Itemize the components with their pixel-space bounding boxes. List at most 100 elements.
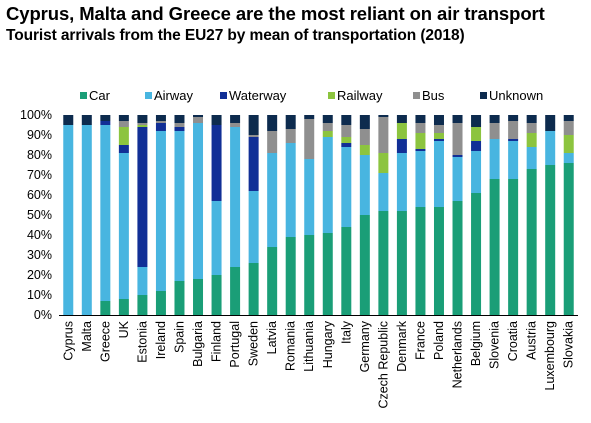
bar-segment-car (471, 193, 482, 315)
bar-segment-airway (341, 147, 352, 227)
x-tick-label: Poland (432, 321, 446, 360)
chart-subtitle: Tourist arrivals from the EU27 by mean o… (6, 27, 465, 44)
bar-segment-unknown (193, 115, 204, 117)
x-axis: Cyprus Malta Greece UK Estonia Ireland Spain Bu… (59, 315, 578, 409)
legend-item-airway: Airway (145, 88, 194, 103)
bar-segment-unknown (396, 115, 407, 123)
bar-segment-airway (396, 153, 407, 211)
bar-segment-car (267, 247, 278, 315)
bar-segment-railway (415, 133, 426, 149)
x-tick-label: Netherlands (451, 321, 465, 388)
bar-segment-bus (304, 119, 315, 159)
bar-segment-car (526, 169, 537, 315)
bar-segment-railway (359, 145, 370, 155)
bar-segment-car (174, 281, 185, 315)
bar-spain (174, 115, 185, 315)
bar-segment-airway (118, 153, 129, 299)
y-tick-label: 90% (27, 128, 52, 142)
bar-segment-bus (174, 123, 185, 127)
legend-item-unknown: Unknown (480, 88, 543, 103)
bar-segment-car (285, 237, 296, 315)
bar-segment-unknown (508, 115, 519, 121)
bar-cyprus (63, 115, 74, 315)
bar-segment-car (341, 227, 352, 315)
bar-slovakia (563, 115, 574, 315)
chart-title: Cyprus, Malta and Greece are the most re… (6, 3, 545, 24)
bar-segment-airway (433, 141, 444, 207)
bar-segment-bus (563, 121, 574, 135)
bar-segment-airway (63, 125, 74, 315)
bar-finland (211, 115, 222, 315)
bar-segment-bus (433, 125, 444, 133)
bar-segment-airway (285, 143, 296, 237)
bar-segment-unknown (118, 115, 129, 121)
x-tick-label: Finland (210, 321, 224, 362)
legend-swatch-airway (145, 92, 152, 99)
x-tick-label: Luxembourg (543, 321, 557, 391)
x-tick-label: Denmark (395, 320, 409, 371)
bar-segment-bus (526, 123, 537, 133)
bar-poland (433, 115, 444, 315)
bar-segment-waterway (341, 143, 352, 147)
bar-segment-unknown (433, 115, 444, 125)
bar-segment-unknown (81, 115, 92, 125)
bar-slovenia (489, 115, 500, 315)
bar-segment-unknown (378, 115, 389, 117)
y-tick-label: 40% (27, 228, 52, 242)
x-tick-label: Greece (98, 321, 112, 362)
bar-segment-unknown (230, 115, 241, 123)
bar-segment-waterway (155, 123, 166, 131)
legend-item-bus: Bus (413, 88, 445, 103)
x-tick-label: Estonia (135, 321, 149, 363)
bar-belgium (471, 115, 482, 315)
x-tick-label: Croatia (506, 321, 520, 361)
bar-segment-unknown (100, 115, 111, 121)
bar-segment-airway (415, 151, 426, 207)
bar-romania (285, 115, 296, 315)
bar-portugal (230, 115, 241, 315)
bar-segment-airway (211, 201, 222, 275)
legend-item-waterway: Waterway (220, 88, 287, 103)
bar-germany (359, 115, 370, 315)
bar-segment-airway (100, 125, 111, 301)
bar-segment-bus (452, 123, 463, 155)
y-tick-label: 50% (27, 208, 52, 222)
bar-segment-railway (137, 125, 148, 127)
bar-segment-car (211, 275, 222, 315)
bar-segment-bus (322, 123, 333, 131)
bar-lithuania (304, 115, 315, 315)
y-tick-label: 80% (27, 148, 52, 162)
legend-label-unknown: Unknown (489, 88, 543, 103)
bar-segment-waterway (118, 145, 129, 153)
y-tick-label: 0% (34, 308, 52, 322)
legend-swatch-bus (413, 92, 420, 99)
bar-segment-car (396, 211, 407, 315)
bar-segment-car (545, 165, 556, 315)
bar-segment-unknown (526, 115, 537, 123)
bar-segment-waterway (433, 139, 444, 141)
legend-label-car: Car (89, 88, 111, 103)
bar-segment-unknown (489, 115, 500, 123)
bar-segment-car (100, 301, 111, 315)
x-tick-label: UK (117, 320, 131, 338)
bar-segment-airway (489, 139, 500, 179)
bar-segment-waterway (415, 149, 426, 151)
legend-label-bus: Bus (422, 88, 445, 103)
bar-segment-railway (563, 135, 574, 153)
x-tick-label: Germany (358, 320, 372, 372)
bar-segment-unknown (137, 115, 148, 123)
chart-legend: Car Airway Waterway Railway Bus Unknown (80, 88, 543, 103)
bar-bulgaria (193, 115, 204, 315)
bar-segment-car (433, 207, 444, 315)
bar-segment-unknown (471, 115, 482, 127)
bar-austria (526, 115, 537, 315)
legend-swatch-unknown (480, 92, 487, 99)
bar-segment-airway (563, 153, 574, 163)
bar-segment-bus (118, 121, 129, 127)
bar-segment-car (452, 201, 463, 315)
bar-segment-railway (378, 153, 389, 173)
bar-segment-car (508, 179, 519, 315)
legend-item-railway: Railway (328, 88, 383, 103)
x-tick-label: Latvia (265, 321, 279, 354)
